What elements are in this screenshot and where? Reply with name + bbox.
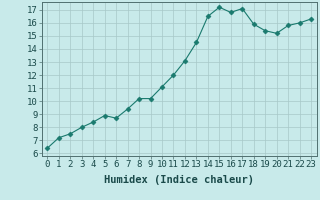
X-axis label: Humidex (Indice chaleur): Humidex (Indice chaleur) bbox=[104, 175, 254, 185]
